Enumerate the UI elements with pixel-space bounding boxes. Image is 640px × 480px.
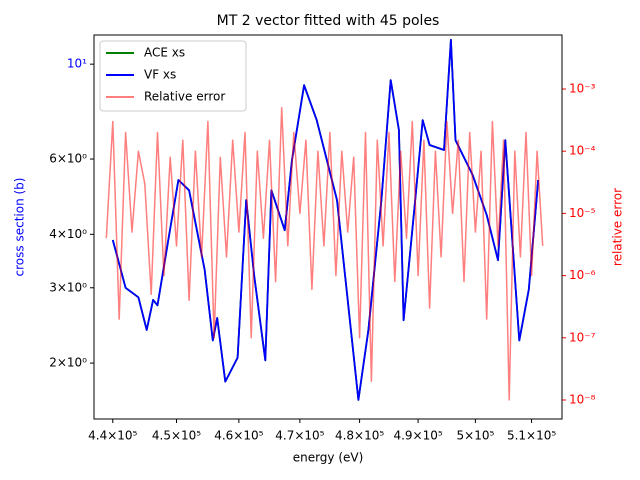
y2-tick-label: 10⁻⁵ <box>569 206 596 220</box>
y2-axis-label: relative error <box>611 188 625 266</box>
x-tick-label: 4.5×10⁵ <box>152 429 201 443</box>
y-tick-label: 6×10⁰ <box>49 152 87 166</box>
y2-tick-label: 10⁻⁶ <box>569 268 596 282</box>
y-axis-label: cross section (b) <box>13 178 27 277</box>
y-tick-label: 4×10⁰ <box>49 227 87 241</box>
y2-tick-label: 10⁻⁷ <box>569 330 596 344</box>
series-line <box>105 106 544 401</box>
x-tick-label: 4.7×10⁵ <box>275 429 324 443</box>
x-tick-label: 4.6×10⁵ <box>214 429 263 443</box>
y2-tick-label: 10⁻⁴ <box>569 144 596 158</box>
x-axis-label: energy (eV) <box>293 451 364 465</box>
plot-frame <box>93 34 563 420</box>
x-tick-label: 4.8×10⁵ <box>335 429 384 443</box>
legend-label: VF xs <box>144 68 176 82</box>
legend-label: Relative error <box>144 90 225 104</box>
y-tick-label: 3×10⁰ <box>49 280 87 294</box>
chart-title: MT 2 vector fitted with 45 poles <box>217 13 440 29</box>
y-tick-label: 2×10⁰ <box>49 356 87 370</box>
x-tick-label: 4.9×10⁵ <box>393 429 442 443</box>
x-tick-label: 4.4×10⁵ <box>88 429 137 443</box>
y2-tick-label: 10⁻³ <box>569 81 596 95</box>
y-tick-label: 10¹ <box>67 57 87 71</box>
legend-box <box>99 40 247 112</box>
legend-label: ACE xs <box>144 46 185 60</box>
y2-tick-label: 10⁻⁸ <box>569 393 596 407</box>
x-tick-label: 5×10⁵ <box>457 429 495 443</box>
x-tick-label: 5.1×10⁵ <box>507 429 556 443</box>
